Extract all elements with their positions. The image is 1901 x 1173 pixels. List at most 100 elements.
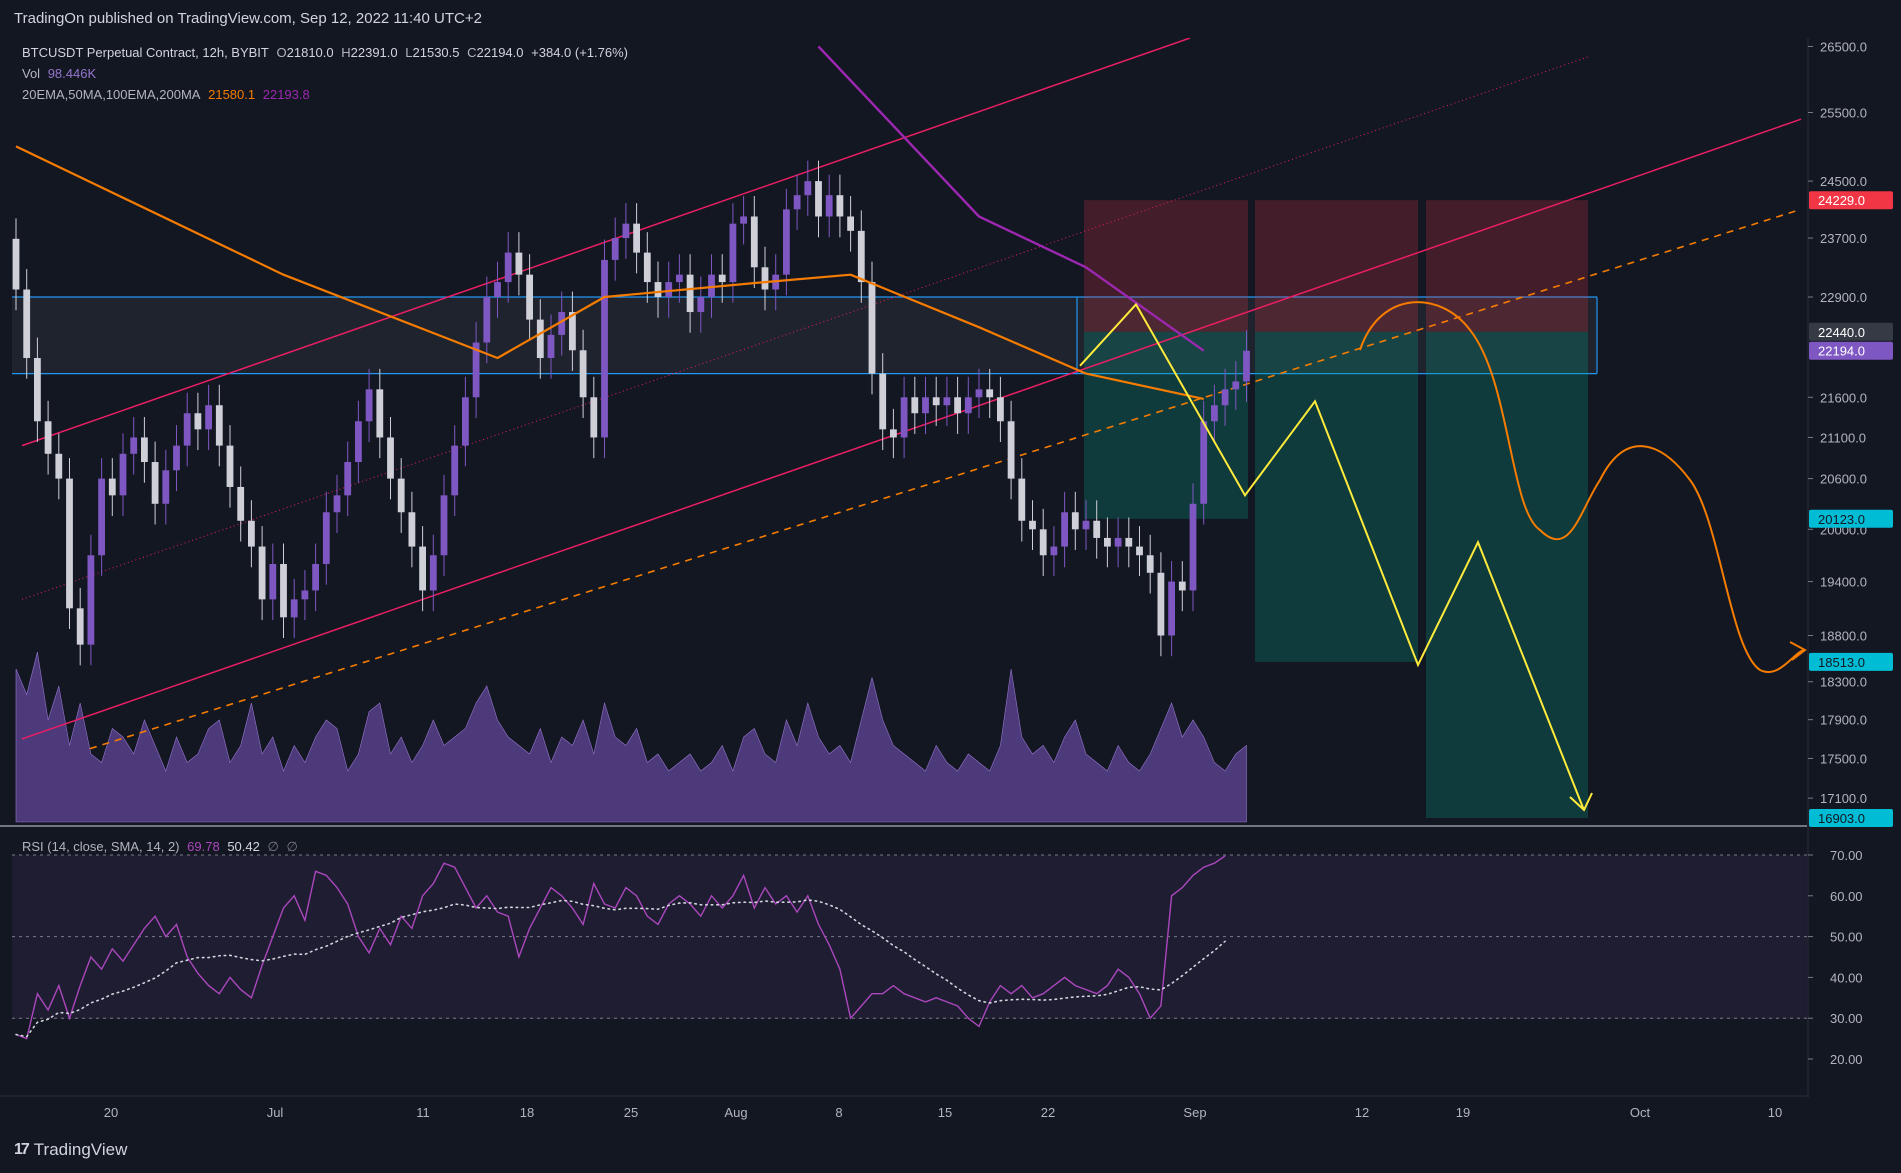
rsi-label[interactable]: RSI (14, close, SMA, 14, 2) (22, 839, 180, 854)
candle-body (408, 512, 416, 547)
candle-body (954, 397, 961, 414)
candle-body (836, 195, 844, 217)
candle-body (119, 453, 127, 496)
candle-body (1114, 537, 1122, 547)
price-tick-label: 19400.0 (1820, 575, 1867, 590)
candle-body (162, 470, 170, 504)
price-tick-label: 22900.0 (1820, 290, 1867, 305)
candle-body (804, 181, 812, 196)
brand-label: TradingView (33, 1140, 128, 1159)
publish-bar: TradingOn published on TradingView.com, … (0, 0, 1901, 38)
candle-body (943, 397, 951, 406)
candle-body (173, 445, 180, 471)
candle-body (515, 252, 523, 275)
candle-body (462, 397, 469, 446)
ma200-line (817, 45, 1205, 352)
time-label: Aug (724, 1105, 747, 1120)
price-tick-label: 20600.0 (1820, 472, 1867, 487)
rsi-legend: RSI (14, close, SMA, 14, 2) 69.78 50.42 … (22, 839, 302, 855)
rsi-empty-1: ∅ (267, 839, 279, 854)
price-badge-label: 16903.0 (1818, 811, 1865, 826)
chart-canvas[interactable]: 26500.0 25500.0 24500.0 23700.0 22900.0 21600… (0, 38, 1901, 1135)
candle-body (847, 216, 854, 231)
ma-label[interactable]: 20EMA,50MA,100EMA,200MA (22, 87, 201, 102)
candle-body (601, 259, 608, 438)
candle-body (1189, 503, 1197, 591)
candle-body (665, 282, 673, 297)
target-zone-1 (1084, 331, 1248, 519)
ma-legend: 20EMA,50MA,100EMA,200MA 21580.1 22193.8 (22, 87, 314, 102)
candle-body (1146, 555, 1154, 573)
price-tick-label: 18800.0 (1820, 628, 1867, 643)
axes: 26500.0 25500.0 24500.0 23700.0 22900.0 21600… (0, 38, 1893, 1120)
price-tick-label: 21100.0 (1820, 430, 1866, 445)
price-badge-label: 22194.0 (1818, 344, 1865, 359)
rsi-line (15, 855, 1226, 1040)
price-badge-label: 24229.0 (1818, 193, 1865, 208)
close-value: 22194.0 (476, 45, 524, 60)
candle-body (729, 223, 737, 283)
footer-bar: 17 TradingView (0, 1135, 1901, 1173)
vol-label[interactable]: Vol (22, 66, 41, 81)
candle-body (783, 209, 790, 275)
candle-body (1168, 581, 1175, 636)
price-tick-label: 17900.0 (1820, 713, 1867, 728)
price-badge (1809, 341, 1893, 360)
candle-body (108, 478, 116, 496)
candle-body (194, 413, 202, 430)
candle-body (23, 289, 31, 359)
rsi-pane (12, 854, 1807, 1040)
candle-body (87, 555, 95, 645)
low-value: 21530.5 (412, 45, 460, 60)
candle-body (686, 274, 694, 313)
candle-body (1071, 512, 1079, 530)
price-tick-label: 23700.0 (1820, 231, 1867, 246)
candle-body (558, 312, 566, 335)
candles (12, 160, 1250, 666)
candle-body (1178, 581, 1186, 591)
symbol-label[interactable]: BTCUSDT Perpetual Contract, 12h, BYBIT (22, 45, 269, 60)
rsi-tick-label: 50.00 (1830, 930, 1863, 945)
candle-body (269, 563, 277, 600)
ma-value-ema: 21580.1 (208, 87, 256, 102)
time-label: 19 (1456, 1105, 1470, 1120)
candle-body (579, 350, 587, 398)
price-badge (1809, 509, 1893, 528)
candle-body (793, 195, 801, 210)
price-badge-label: 18513.0 (1818, 655, 1865, 670)
tradingview-logo[interactable]: 17 TradingView (14, 1140, 127, 1160)
candle-body (333, 495, 341, 513)
candle-body (130, 437, 138, 454)
time-label: 10 (1768, 1105, 1782, 1120)
candle-body (322, 512, 330, 564)
price-legend: BTCUSDT Perpetual Contract, 12h, BYBIT O… (22, 45, 632, 60)
open-value: 21810.0 (286, 45, 334, 60)
candle-body (697, 296, 705, 313)
time-label: Sep (1183, 1105, 1206, 1120)
candle-body (1232, 381, 1240, 390)
candle-body (504, 252, 512, 283)
high-label: H (341, 45, 351, 60)
target-zone-2 (1255, 331, 1418, 662)
price-tick-label: 18300.0 (1820, 675, 1867, 690)
zigzag-projection (1079, 302, 1585, 811)
candle-body (890, 429, 897, 438)
candle-body (226, 445, 234, 487)
candle-body (964, 397, 972, 414)
moving-averages (15, 45, 1205, 400)
candle-body (1104, 537, 1111, 547)
stop-zone-1 (1084, 200, 1248, 332)
candle-body (1093, 520, 1101, 538)
candle-body (633, 223, 640, 253)
trend-lines (21, 38, 1802, 750)
candle-body (151, 462, 159, 504)
candle-body (215, 405, 223, 446)
price-badge (1809, 191, 1893, 210)
time-label: 12 (1355, 1105, 1369, 1120)
candle-body (1157, 572, 1165, 636)
time-label: 8 (835, 1105, 842, 1120)
rsi-empty-2: ∅ (286, 839, 298, 854)
candle-body (183, 413, 191, 446)
time-label: 22 (1041, 1105, 1055, 1120)
candle-body (355, 421, 362, 463)
